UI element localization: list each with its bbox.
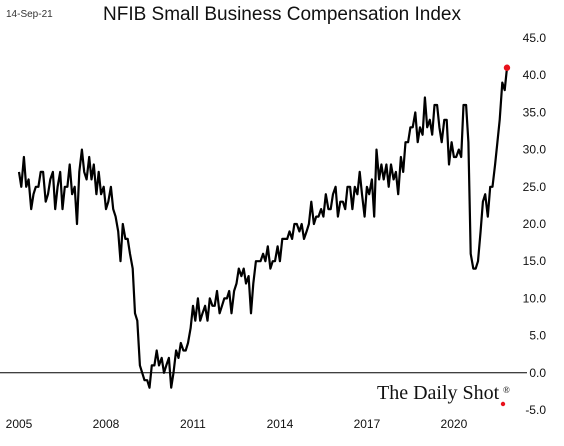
y-axis: 45.0 40.0 35.0 30.0 25.0 20.0 15.0 10.0 5.0 0.0 -5… <box>523 31 547 417</box>
y-tick-label: 10.0 <box>523 291 547 305</box>
brand-dot <box>500 401 506 407</box>
date-stamp: 14-Sep-21 <box>6 9 53 20</box>
brand-logo: The Daily Shot <box>377 382 500 404</box>
y-tick-label: 5.0 <box>529 329 546 343</box>
series-line <box>17 67 509 389</box>
y-tick-label: 0.0 <box>529 366 546 380</box>
last-point-marker <box>503 64 511 71</box>
y-tick-label: 45.0 <box>523 31 547 45</box>
y-tick-label: 40.0 <box>523 68 547 82</box>
y-tick-label: 15.0 <box>523 254 547 268</box>
chart-title: NFIB Small Business Compensation Index <box>103 4 461 25</box>
y-tick-label: 35.0 <box>523 105 547 119</box>
x-tick-label: 2008 <box>93 417 120 431</box>
x-tick-label: 2011 <box>180 417 206 431</box>
y-tick-label: -5.0 <box>525 403 546 417</box>
y-tick-label: 30.0 <box>523 143 547 157</box>
x-tick-label: 2014 <box>267 417 294 431</box>
x-axis: 2005 2008 2011 2014 2017 2020 <box>6 417 468 431</box>
y-tick-label: 25.0 <box>523 180 547 194</box>
x-tick-label: 2017 <box>354 417 381 431</box>
x-tick-label: 2005 <box>6 417 33 431</box>
y-tick-label: 20.0 <box>523 217 547 231</box>
x-tick-label: 2020 <box>441 417 468 431</box>
brand-registered-mark: ® <box>503 385 510 395</box>
